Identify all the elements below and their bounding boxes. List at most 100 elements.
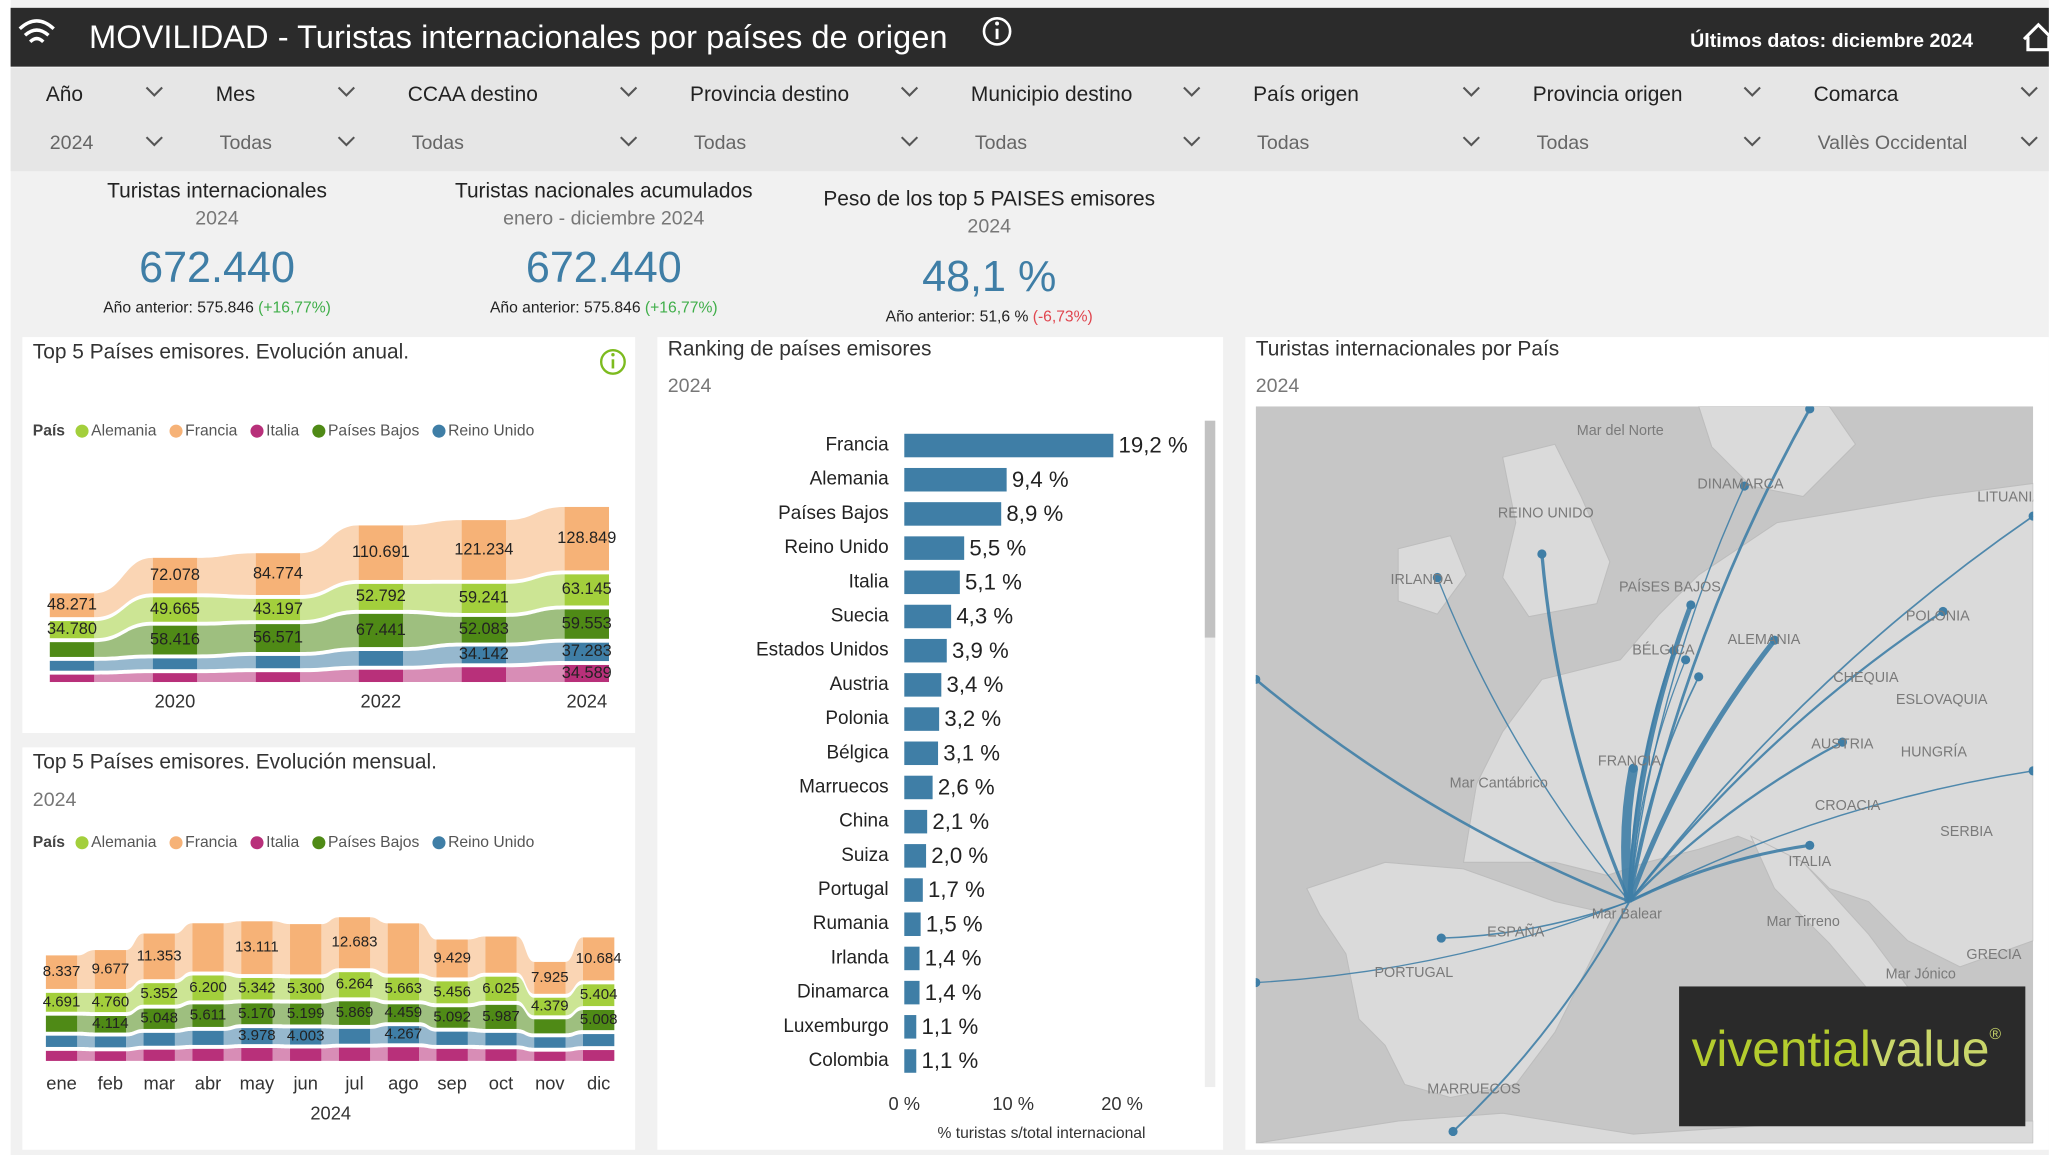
category-label: Estados Unidos: [756, 640, 889, 661]
data-label: 2,6 %: [938, 775, 995, 800]
filter[interactable]: Mes Todas: [216, 83, 355, 154]
flow-line: [1628, 485, 1746, 902]
bar: [904, 433, 1114, 458]
change: (+16,77%): [645, 299, 718, 316]
filter[interactable]: Comarca Vallès Occidental: [1814, 83, 2038, 154]
data-label: 52.083: [459, 620, 509, 638]
scrollbar-thumb[interactable]: [1204, 420, 1216, 638]
flow-point: [1628, 763, 1638, 773]
map-label: POLONIA: [1906, 608, 1970, 624]
filter[interactable]: Provincia destino Todas: [690, 83, 919, 154]
data-label: 1,4 %: [925, 980, 982, 1005]
map-label: Mar Jónico: [1886, 966, 1956, 982]
data-label: 1,4 %: [925, 946, 982, 971]
x-tick-label: 2024: [566, 691, 607, 712]
filter[interactable]: Provincia origen Todas: [1533, 83, 1761, 154]
ribbon: [272, 921, 291, 975]
data-label: 37.283: [562, 642, 612, 660]
ribbon: [272, 977, 291, 1000]
data-label: 4,3 %: [956, 604, 1013, 629]
logo: viventialvalue®: [1692, 1021, 2002, 1077]
ribbon-column: [338, 972, 371, 998]
bar: [904, 673, 942, 697]
map-label: HUNGRÍA: [1901, 743, 1968, 760]
map-title: Turistas internacionales por País: [1256, 338, 1559, 361]
map-label: MARRUECOS: [1427, 1081, 1520, 1097]
flow-line: [1628, 659, 1687, 902]
data-label: 4.267: [385, 1026, 423, 1043]
ribbon-column: [564, 506, 610, 571]
chevron: [145, 86, 163, 97]
ribbon-column: [436, 1007, 468, 1028]
ribbon-column: [485, 1004, 517, 1029]
data-label: 13.111: [235, 939, 279, 956]
data-label: 6.200: [189, 979, 227, 996]
bar: [904, 570, 960, 595]
x-tick-label: 2020: [155, 691, 196, 712]
legend-label: Reino Unido: [448, 834, 534, 851]
data-label: 5.008: [580, 1011, 618, 1028]
ribbon: [506, 506, 565, 580]
bar: [904, 775, 933, 800]
data-label: 5.663: [385, 980, 423, 997]
legend-swatch: [312, 424, 326, 438]
bar: [904, 638, 947, 663]
ribbon-column: [45, 1015, 78, 1032]
chart-title: Top 5 Países emisores. Evolución anual.: [33, 340, 409, 363]
filter[interactable]: Año 2024: [46, 83, 163, 154]
bar: [904, 1049, 917, 1073]
legend-swatch: [169, 424, 183, 438]
ribbon: [403, 583, 462, 613]
flow-point: [1805, 840, 1815, 850]
ribbon-column: [338, 1028, 371, 1044]
ribbon: [565, 1034, 583, 1048]
legend-label: Italia: [266, 834, 299, 851]
legend-swatch: [432, 424, 446, 438]
bar: [904, 809, 928, 834]
filter-value: Todas: [220, 132, 272, 154]
flow-point: [1686, 600, 1696, 610]
category-label: Irlanda: [831, 947, 889, 968]
filter[interactable]: Municipio destino Todas: [971, 83, 1201, 154]
bar: [904, 980, 920, 1005]
flow-line: [1629, 770, 2034, 903]
scrollbar[interactable]: [1204, 420, 1216, 1088]
data-label: 9,4 %: [1012, 467, 1069, 492]
filter[interactable]: País origen Todas: [1253, 83, 1480, 154]
legend-label: Italia: [266, 422, 299, 439]
data-label: 2,1 %: [932, 809, 989, 834]
ribbon: [77, 992, 95, 1013]
ribbon: [197, 655, 256, 670]
filter-value: Todas: [1537, 132, 1589, 154]
ribbon-column: [255, 655, 301, 669]
data-label: 3,2 %: [944, 706, 1001, 731]
ribbon-column: [338, 917, 371, 969]
chevron: [337, 86, 355, 97]
ribbon-column: [49, 642, 95, 657]
ribbon-column: [45, 1035, 78, 1047]
filter[interactable]: CCAA destino Todas: [408, 83, 638, 154]
data-label: 8.337: [43, 963, 81, 980]
flow-point: [1769, 635, 1780, 645]
data-label: 6.264: [336, 976, 374, 993]
ribbon-column: [358, 669, 404, 683]
flow-point: [1739, 481, 1749, 491]
data-label: 121.234: [454, 540, 513, 558]
ribbon: [272, 1048, 291, 1061]
data-label: 59.553: [562, 614, 612, 632]
change: (-6,73%): [1033, 309, 1093, 326]
info-icon[interactable]: [982, 16, 1012, 46]
kpi-subtitle: enero - diciembre 2024: [503, 208, 704, 230]
ribbon: [506, 664, 565, 683]
ribbon-column: [45, 992, 78, 1012]
ribbon-column: [358, 583, 404, 610]
flow-point: [1669, 646, 1679, 656]
ribbon-column: [485, 936, 517, 973]
flow-point: [1837, 737, 1847, 747]
info-icon[interactable]: [599, 348, 626, 375]
data-label: 3,9 %: [952, 638, 1009, 663]
legend-swatch: [75, 424, 89, 438]
category-label: Dinamarca: [797, 982, 889, 1003]
flow-point: [1255, 977, 1261, 988]
